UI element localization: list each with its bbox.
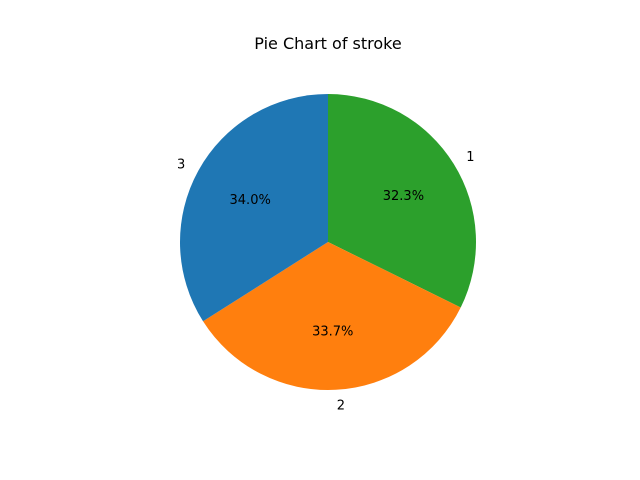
pie-slice-2 bbox=[203, 242, 461, 390]
pie-labels: 1 32.3% 2 33.7% 3 34.0% bbox=[177, 150, 474, 414]
slice-label-1: 1 bbox=[466, 150, 474, 165]
pie-slice-3 bbox=[180, 94, 328, 322]
chart-title: Pie Chart of stroke bbox=[254, 34, 401, 53]
slice-percent-1: 32.3% bbox=[383, 189, 424, 204]
slice-percent-3: 34.0% bbox=[230, 193, 271, 208]
pie-slice-1 bbox=[328, 94, 476, 308]
slice-label-2: 2 bbox=[337, 399, 345, 414]
slice-percent-2: 33.7% bbox=[312, 325, 353, 340]
slice-label-3: 3 bbox=[177, 158, 185, 173]
pie-slices bbox=[180, 94, 476, 390]
